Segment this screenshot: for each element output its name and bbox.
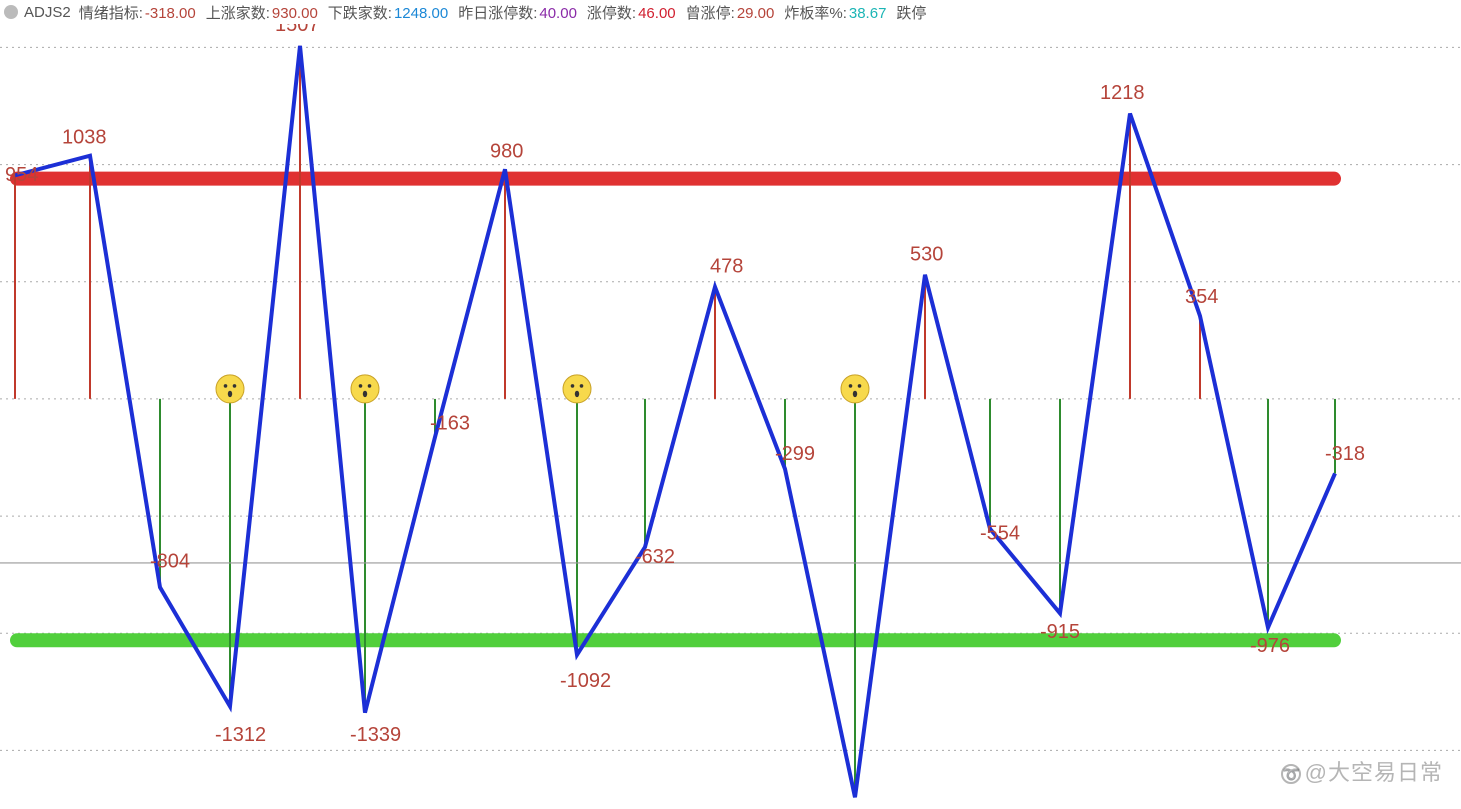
sentiment-chart: 954 1038 -804 -1312 1507 -1339 -163 980 -1092 -63… [0, 24, 1461, 809]
svg-text:-632: -632 [635, 546, 675, 568]
indicator-metrics: 情绪指标:-318.00 上涨家数:930.00 下跌家数:1248.00 昨日涨停数… [79, 2, 939, 23]
svg-text:-1312: -1312 [215, 724, 266, 746]
metric-label: 炸板率%: [784, 5, 847, 22]
metric-label: 情绪指标: [79, 5, 143, 22]
svg-text:954: 954 [5, 164, 38, 186]
metric-value: 930.00 [272, 5, 318, 22]
svg-text:980: 980 [490, 141, 523, 163]
svg-text:-804: -804 [150, 551, 190, 573]
svg-text:-1092: -1092 [560, 670, 611, 692]
metric-label: 涨停数: [587, 5, 636, 22]
svg-text:-299: -299 [775, 443, 815, 465]
indicator-title: ADJS2 [24, 4, 71, 21]
metric-value: 40.00 [539, 5, 577, 22]
metric-value: 1248.00 [394, 5, 448, 22]
metric-value: 46.00 [638, 5, 676, 22]
metric-label: 跌停 [896, 5, 926, 22]
svg-text:-1339: -1339 [350, 724, 401, 746]
metric-label: 上涨家数: [206, 5, 270, 22]
svg-text:354: 354 [1185, 286, 1218, 308]
svg-text:478: 478 [710, 255, 743, 277]
svg-text:1038: 1038 [62, 127, 107, 149]
indicator-header: ADJS2 情绪指标:-318.00 上涨家数:930.00 下跌家数:1248.0… [0, 0, 1461, 24]
metric-value: 29.00 [737, 5, 775, 22]
header-dot-icon [4, 5, 18, 19]
svg-text:-915: -915 [1040, 621, 1080, 643]
svg-text:1507: 1507 [275, 24, 320, 36]
svg-text:-554: -554 [980, 523, 1020, 545]
metric-label: 下跌家数: [328, 5, 392, 22]
svg-text:530: 530 [910, 244, 943, 266]
svg-text:-318: -318 [1325, 443, 1365, 465]
svg-text:-976: -976 [1250, 635, 1290, 657]
metric-label: 曾涨停: [686, 5, 735, 22]
metric-value: -318.00 [145, 5, 196, 22]
svg-text:1218: 1218 [1100, 82, 1145, 104]
metric-label: 昨日涨停数: [458, 5, 537, 22]
svg-text:-163: -163 [430, 412, 470, 434]
metric-value: 38.67 [849, 5, 887, 22]
